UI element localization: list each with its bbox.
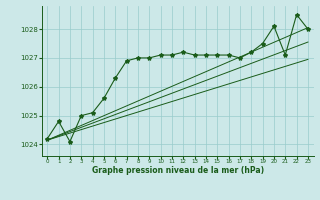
X-axis label: Graphe pression niveau de la mer (hPa): Graphe pression niveau de la mer (hPa) — [92, 166, 264, 175]
